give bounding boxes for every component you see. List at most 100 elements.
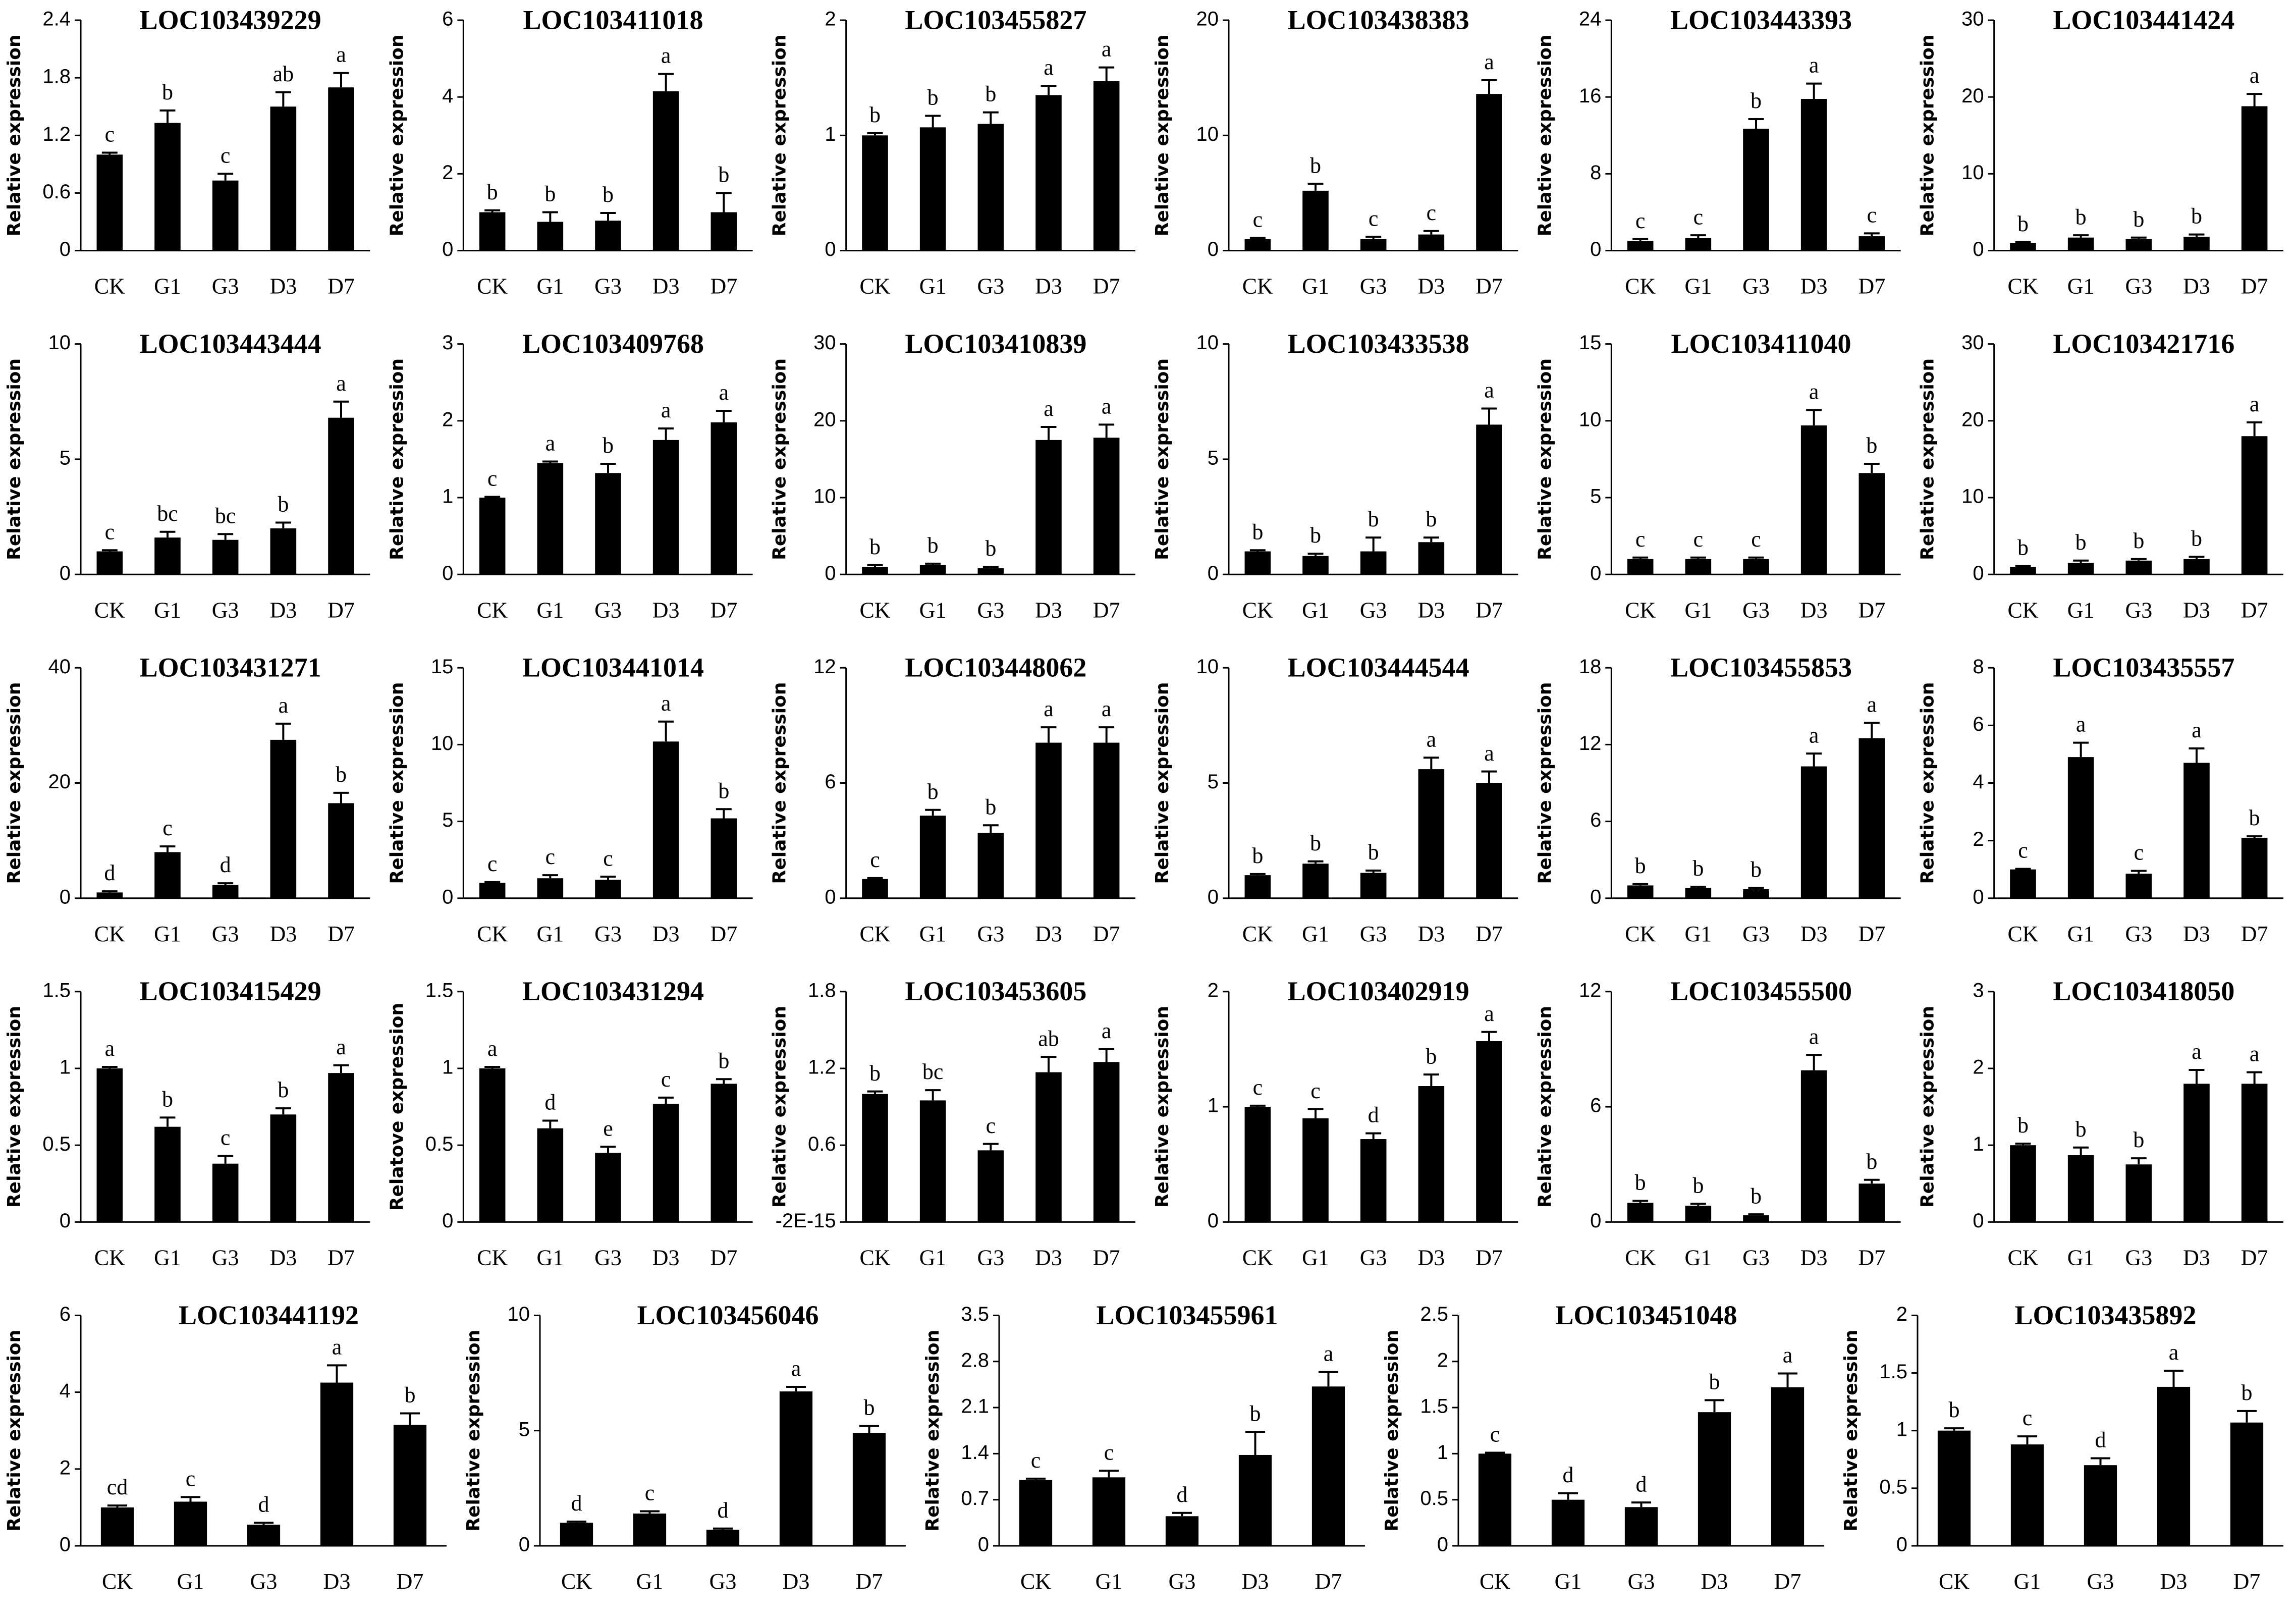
chart: Relative expression 0 6 12 18 LOC103455853 CK b… xyxy=(1535,653,1901,946)
error-bar xyxy=(1365,870,1382,873)
significance-letter: c xyxy=(1253,1075,1263,1100)
error-bar xyxy=(1748,556,1764,559)
y-tick-label: 16 xyxy=(1579,85,1602,107)
chart-title: LOC103409768 xyxy=(522,329,704,359)
y-tick-label: 2 xyxy=(442,408,453,430)
bar xyxy=(652,440,679,575)
significance-letter: b xyxy=(1751,1183,1762,1208)
significance-letter: a xyxy=(661,43,671,68)
bar xyxy=(537,1128,564,1222)
y-axis-label: Relative expression xyxy=(1152,682,1173,884)
x-tick-label: G3 xyxy=(2125,598,2152,622)
significance-letter: c xyxy=(487,851,498,876)
bar xyxy=(595,473,621,575)
error-bar xyxy=(1307,1108,1324,1118)
significance-letter: bc xyxy=(157,501,178,526)
bar xyxy=(1476,94,1502,251)
bar xyxy=(2183,763,2210,898)
significance-letter: d xyxy=(1177,1482,1188,1507)
y-tick-label: 6 xyxy=(442,8,453,30)
bar xyxy=(2241,837,2268,898)
y-axis-label: Relative expression xyxy=(1152,1006,1173,1208)
bar xyxy=(595,1153,621,1222)
significance-letter: a xyxy=(1102,37,1112,62)
significance-letter: b xyxy=(869,102,881,127)
significance-letter: a xyxy=(336,42,346,67)
y-tick-label: 6 xyxy=(60,1303,71,1325)
y-tick-label: 12 xyxy=(813,656,836,678)
bar xyxy=(1800,1070,1827,1222)
bar xyxy=(1858,1183,1885,1222)
y-tick-label: 0 xyxy=(1590,1210,1601,1232)
error-bar xyxy=(275,1107,291,1115)
significance-letter: a xyxy=(1809,53,1819,78)
significance-letter: c xyxy=(1693,527,1704,552)
y-tick-label: 20 xyxy=(1196,8,1219,30)
y-tick-label: 0 xyxy=(60,1210,71,1232)
error-bar xyxy=(2163,1369,2184,1387)
x-tick-label: D3 xyxy=(1417,922,1445,946)
x-tick-label: G3 xyxy=(1742,922,1770,946)
y-tick-label: 6 xyxy=(1590,1095,1601,1117)
bar xyxy=(1627,241,1654,251)
x-tick-label: D7 xyxy=(856,1569,883,1594)
x-tick-label: D3 xyxy=(652,598,680,622)
error-bar xyxy=(1481,79,1497,94)
bar xyxy=(1476,783,1502,898)
error-bar xyxy=(333,72,349,88)
x-tick-label: D3 xyxy=(1800,598,1828,622)
y-tick-label: 2 xyxy=(1208,979,1219,1001)
x-tick-label: G1 xyxy=(1302,598,1329,622)
significance-letter: b xyxy=(1252,519,1263,544)
error-bar xyxy=(1365,236,1382,239)
x-tick-label: D7 xyxy=(1475,598,1503,622)
error-bar xyxy=(484,881,501,883)
bar xyxy=(393,1425,427,1546)
bar xyxy=(270,528,297,575)
significance-letter: c xyxy=(870,847,880,872)
significance-letter: d xyxy=(220,852,231,877)
chart: Relative expression 0 2 4 6 LOC103411018 CK b G1… xyxy=(387,5,753,299)
significance-letter: a xyxy=(336,371,346,396)
bar xyxy=(1244,1107,1271,1222)
y-tick-label: 0.6 xyxy=(808,1133,836,1155)
y-axis-label: Relative expression xyxy=(1535,1006,1555,1208)
chart-title: LOC103441014 xyxy=(522,653,704,683)
y-tick-label: 1 xyxy=(1208,1095,1219,1117)
x-tick-label: G1 xyxy=(919,274,947,299)
significance-letter: b xyxy=(1751,88,1762,113)
significance-letter: c xyxy=(186,1466,196,1491)
x-tick-label: G3 xyxy=(1628,1569,1655,1594)
x-tick-label: CK xyxy=(94,1245,125,1270)
bar xyxy=(479,1068,506,1222)
chart-title: LOC103443393 xyxy=(1670,5,1852,35)
significance-letter: a xyxy=(1484,49,1494,74)
chart: Relative expression 0 1 2 LOC103455827 CK b G1 b… xyxy=(770,5,1135,299)
error-bar xyxy=(1172,1512,1192,1517)
x-tick-label: CK xyxy=(2007,274,2038,299)
y-tick-label: 2 xyxy=(1896,1303,1907,1325)
y-tick-label: 10 xyxy=(1196,656,1219,678)
bar xyxy=(852,1433,886,1546)
error-bar xyxy=(925,562,941,565)
error-bar xyxy=(982,111,999,124)
significance-letter: c xyxy=(545,844,556,869)
bar xyxy=(1093,81,1120,251)
bar xyxy=(154,852,181,898)
y-axis-label: Relative expression xyxy=(770,682,790,884)
significance-letter: b xyxy=(2191,204,2202,229)
x-tick-label: D3 xyxy=(323,1569,351,1594)
chart-title: LOC103441424 xyxy=(2053,5,2234,35)
error-bar xyxy=(2073,741,2089,758)
y-tick-label: 0 xyxy=(1590,238,1601,260)
significance-letter: d xyxy=(571,1491,582,1516)
error-bar xyxy=(1099,66,1115,81)
y-axis-label: Relative expression xyxy=(387,34,407,236)
significance-letter: b xyxy=(927,85,939,110)
significance-letter: a xyxy=(1484,741,1494,766)
error-bar xyxy=(159,109,176,123)
y-tick-label: 0.5 xyxy=(1879,1476,1907,1498)
significance-letter: b xyxy=(1426,1044,1437,1068)
bar xyxy=(1743,128,1769,251)
